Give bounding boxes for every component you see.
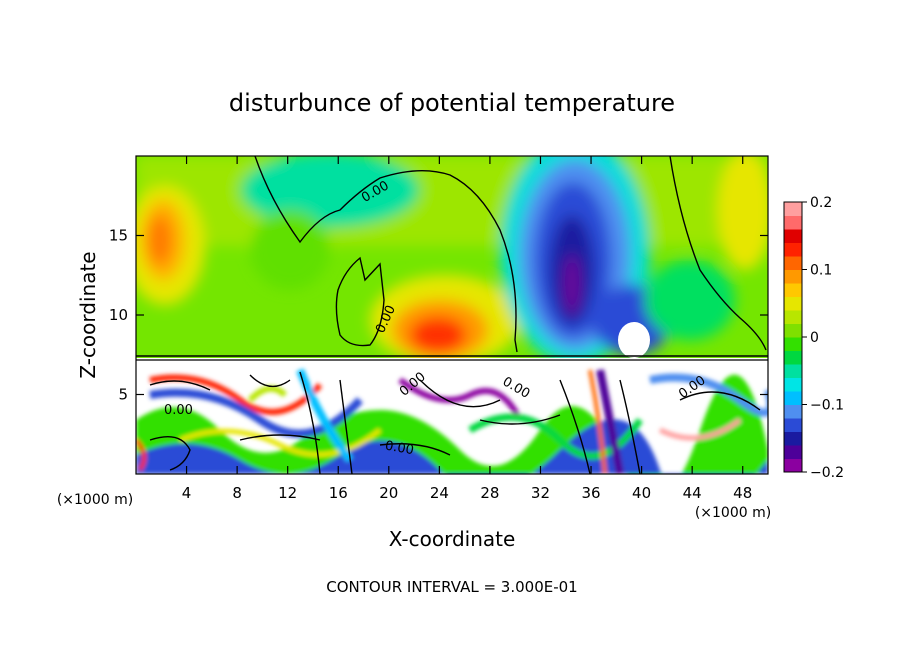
colorbar-tick-label: 0.1 — [810, 263, 832, 279]
colorbar-swatch — [784, 283, 802, 297]
colorbar-swatch — [784, 202, 802, 216]
colorbar-swatch — [784, 364, 802, 378]
colorbar: 0.2 0.1 0 −0.1 −0.2 — [783, 195, 844, 481]
x-tick-label: 4 — [182, 484, 192, 502]
x-unit-left: (×1000 m) — [57, 492, 133, 508]
x-tick-label: 48 — [733, 484, 752, 502]
y-tick-label: 5 — [118, 386, 128, 404]
colorbar-swatch — [784, 391, 802, 405]
y-tick-label: 10 — [109, 306, 128, 324]
y-axis: 5 10 15 — [109, 227, 768, 404]
colorbar-swatch — [784, 310, 802, 324]
y-axis-label: Z-coordinate — [76, 251, 100, 378]
x-tick-label: 8 — [232, 484, 242, 502]
x-axis-label: X-coordinate — [389, 527, 516, 551]
x-unit-right: (×1000 m) — [695, 505, 771, 521]
x-tick-label: 32 — [531, 484, 550, 502]
colorbar-swatch — [784, 445, 802, 459]
colorbar-swatch — [784, 323, 802, 338]
x-tick-label: 12 — [278, 484, 297, 502]
plot-area: 0.00 0.00 0.00 0.00 0.00 0.00 0.00 — [136, 156, 768, 474]
colorbar-swatch — [784, 296, 802, 311]
colorbar-swatch — [784, 242, 802, 257]
x-tick-label: 24 — [430, 484, 449, 502]
x-tick-label: 28 — [480, 484, 499, 502]
contour-label: 0.00 — [384, 439, 415, 459]
x-axis: 4 8 12 16 20 24 28 32 36 40 44 48 — [182, 156, 752, 502]
colorbar-swatch — [784, 418, 802, 432]
colorbar-tick-label: 0.2 — [810, 195, 832, 211]
colorbar-swatch — [784, 229, 802, 243]
chart-title: disturbunce of potential temperature — [229, 89, 675, 117]
contour-interval-footer: CONTOUR INTERVAL = 3.000E-01 — [326, 578, 577, 596]
x-tick-label: 36 — [581, 484, 600, 502]
colorbar-tick-label: −0.2 — [810, 465, 844, 481]
colorbar-swatch — [784, 404, 802, 419]
x-tick-label: 40 — [632, 484, 651, 502]
colorbar-swatch — [784, 215, 802, 230]
colorbar-swatch — [784, 256, 802, 270]
y-tick-label: 15 — [109, 227, 128, 245]
x-tick-label: 44 — [683, 484, 702, 502]
x-tick-label: 20 — [379, 484, 398, 502]
x-tick-label: 16 — [329, 484, 348, 502]
colorbar-tick-label: 0 — [810, 330, 819, 346]
colorbar-swatch — [784, 269, 802, 284]
colorbar-swatch — [784, 377, 802, 392]
colorbar-swatch — [784, 458, 802, 473]
contour-label: 0.00 — [164, 403, 193, 418]
colorbar-tick-label: −0.1 — [810, 398, 844, 414]
colorbar-swatch — [784, 337, 802, 351]
colorbar-swatch — [784, 350, 802, 365]
colorbar-swatch — [784, 431, 802, 446]
